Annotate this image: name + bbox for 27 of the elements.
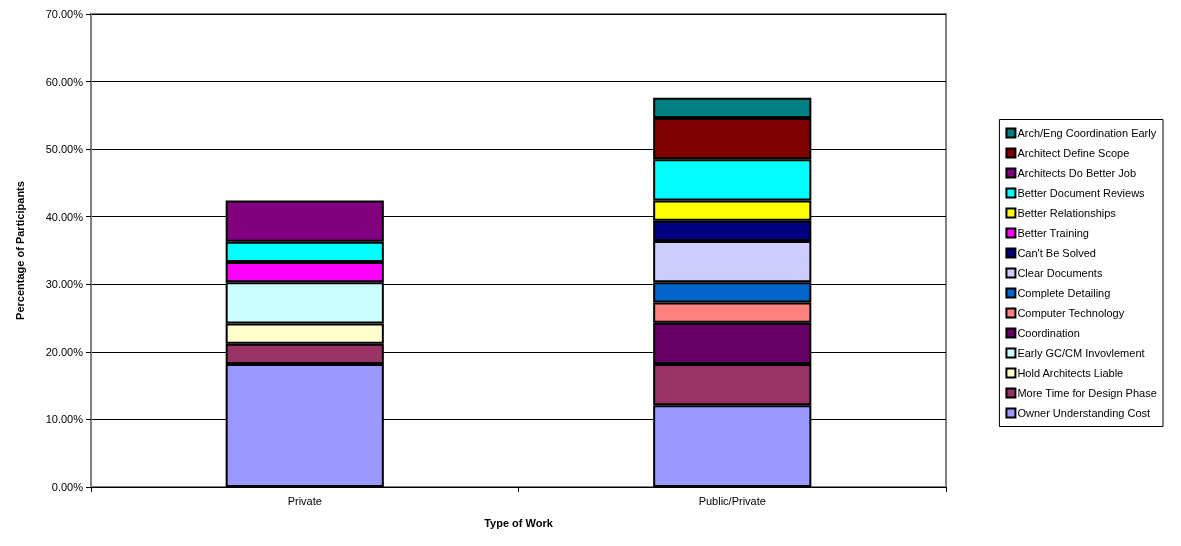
y-axis-title: Percentage of Participants: [13, 181, 26, 320]
legend-label: Clear Documents: [1017, 267, 1103, 279]
y-tick-label: 50.00%: [45, 143, 84, 156]
legend-label: Better Document Reviews: [1017, 187, 1146, 199]
legend-label: Owner Understanding Cost: [1017, 407, 1151, 419]
x-tick-label: Public/Private: [698, 494, 766, 507]
x-axis-title: Type of Work: [484, 516, 554, 529]
legend-label: Complete Detailing: [1017, 287, 1111, 299]
legend-label: Early GC/CM Invovlement: [1017, 347, 1145, 359]
x-tick-label: Private: [287, 494, 322, 507]
y-tick-label: 20.00%: [45, 345, 84, 358]
legend-label: Hold Architects Liable: [1017, 367, 1124, 379]
y-tick-label: 60.00%: [45, 75, 84, 88]
legend-label: Can't Be Solved: [1017, 247, 1096, 259]
legend-label: More Time for Design Phase: [1017, 387, 1157, 399]
legend-label: Architects Do Better Job: [1017, 167, 1137, 179]
y-tick-label: 30.00%: [45, 278, 84, 291]
y-tick-label: 70.00%: [45, 8, 84, 20]
y-tick-label: 40.00%: [45, 210, 84, 223]
y-tick-label: 10.00%: [45, 413, 84, 426]
legend-label: Architect Define Scope: [1017, 147, 1130, 159]
y-tick-label: 0.00%: [51, 481, 84, 493]
legend-label: Coordination: [1017, 327, 1080, 339]
legend-label: Better Relationships: [1017, 207, 1117, 219]
legend-label: Arch/Eng Coordination Early: [1017, 127, 1157, 139]
legend-label: Better Training: [1017, 227, 1089, 239]
legend-label: Computer Technology: [1017, 307, 1125, 319]
